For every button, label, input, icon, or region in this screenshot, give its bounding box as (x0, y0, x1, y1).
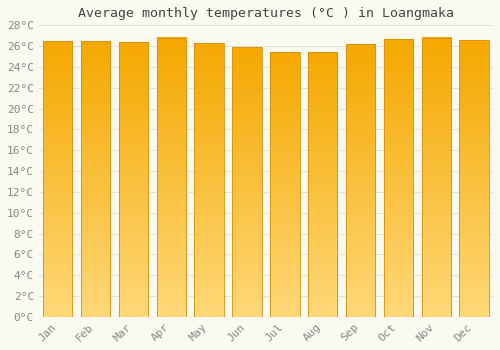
Bar (43, 41, 72, 317)
Bar (460, 40, 489, 317)
Bar (308, 52, 338, 317)
Bar (232, 47, 262, 317)
Bar (118, 42, 148, 317)
Bar (384, 39, 413, 317)
Title: Average monthly temperatures (°C ) in Loangmaka: Average monthly temperatures (°C ) in Lo… (78, 7, 454, 20)
Bar (270, 52, 300, 317)
Bar (81, 41, 110, 317)
Bar (422, 38, 451, 317)
Bar (156, 38, 186, 317)
Bar (346, 44, 376, 317)
Bar (194, 43, 224, 317)
